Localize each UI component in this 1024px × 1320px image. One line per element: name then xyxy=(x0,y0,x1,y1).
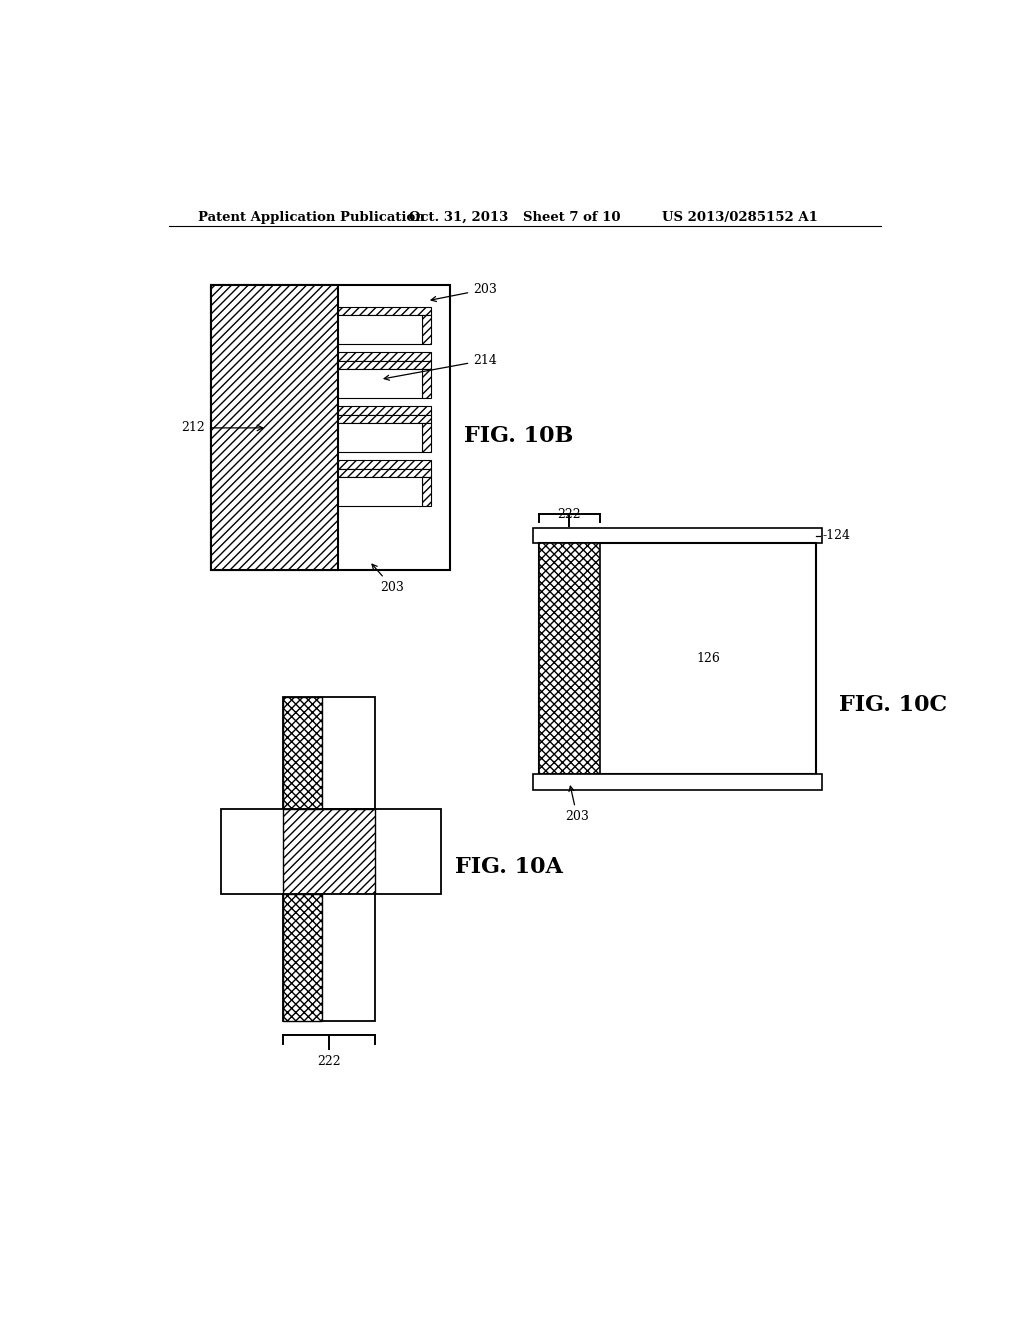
Bar xyxy=(221,809,441,894)
Bar xyxy=(422,424,431,451)
Bar xyxy=(422,315,431,345)
Bar xyxy=(339,308,431,315)
Text: 222: 222 xyxy=(558,508,582,521)
Bar xyxy=(532,775,822,789)
Text: 126: 126 xyxy=(696,652,720,665)
Bar xyxy=(283,894,322,1020)
Bar xyxy=(211,285,339,570)
Bar xyxy=(539,544,816,775)
Text: 222: 222 xyxy=(317,1055,341,1068)
Text: -124: -124 xyxy=(822,529,850,543)
Bar xyxy=(339,370,422,397)
Bar xyxy=(283,894,376,1020)
Bar xyxy=(339,424,422,451)
Bar xyxy=(539,544,600,775)
Text: 212: 212 xyxy=(181,421,205,434)
Text: 214: 214 xyxy=(384,354,497,380)
Bar xyxy=(532,528,822,544)
Bar xyxy=(339,360,431,370)
Text: 203: 203 xyxy=(431,282,497,301)
Text: FIG. 10A: FIG. 10A xyxy=(455,855,562,878)
Bar xyxy=(339,469,431,478)
Bar xyxy=(339,478,422,506)
Bar xyxy=(283,809,376,894)
Bar xyxy=(339,461,431,469)
Bar xyxy=(283,697,322,809)
Bar xyxy=(211,285,451,570)
Text: Patent Application Publication: Patent Application Publication xyxy=(199,211,425,224)
Bar xyxy=(422,370,431,397)
Bar xyxy=(339,414,431,424)
Text: Oct. 31, 2013: Oct. 31, 2013 xyxy=(410,211,509,224)
Text: 203: 203 xyxy=(372,564,404,594)
Text: 203: 203 xyxy=(565,787,589,824)
Text: FIG. 10C: FIG. 10C xyxy=(839,694,947,717)
Bar xyxy=(339,352,431,360)
Text: FIG. 10B: FIG. 10B xyxy=(464,425,573,446)
Bar xyxy=(339,315,422,345)
Bar xyxy=(339,407,431,414)
Text: Sheet 7 of 10: Sheet 7 of 10 xyxy=(523,211,621,224)
Bar xyxy=(422,478,431,506)
Bar xyxy=(283,697,376,809)
Text: US 2013/0285152 A1: US 2013/0285152 A1 xyxy=(662,211,818,224)
